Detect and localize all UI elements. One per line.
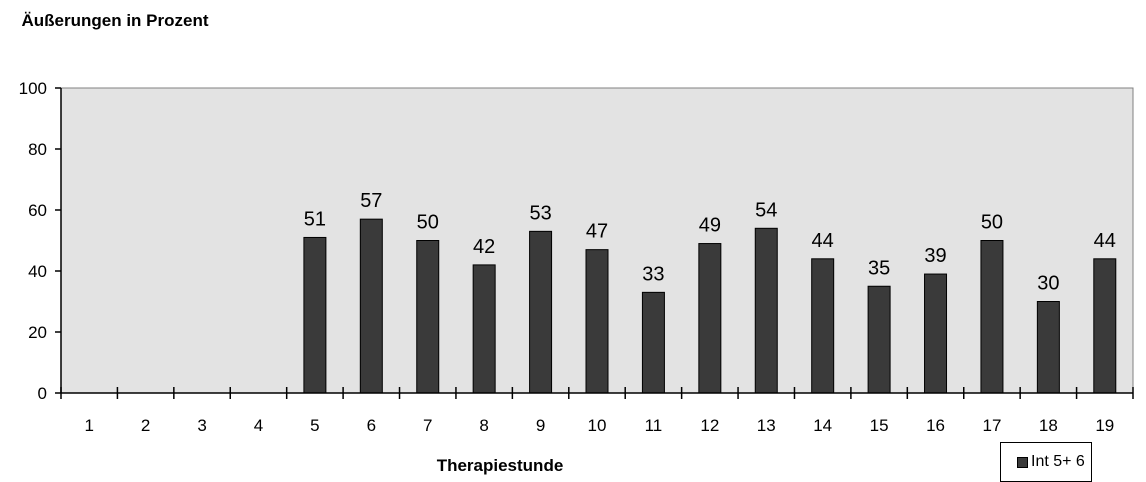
data-label-5: 51 bbox=[304, 208, 326, 230]
bar-13 bbox=[754, 227, 778, 394]
bar-6 bbox=[359, 218, 383, 394]
x-tick-label-9: 9 bbox=[536, 416, 545, 435]
x-tick-label-7: 7 bbox=[423, 416, 432, 435]
y-tick-label-20: 20 bbox=[28, 323, 47, 342]
x-tick-label-6: 6 bbox=[367, 416, 376, 435]
x-tick-label-15: 15 bbox=[870, 416, 889, 435]
bar-15 bbox=[867, 285, 891, 394]
x-tick-label-18: 18 bbox=[1039, 416, 1058, 435]
data-label-19: 44 bbox=[1094, 230, 1116, 252]
data-label-15: 35 bbox=[868, 257, 890, 279]
x-tick-label-2: 2 bbox=[141, 416, 150, 435]
x-tick-label-5: 5 bbox=[310, 416, 319, 435]
y-axis-title: Äußerungen in Prozent bbox=[21, 11, 209, 30]
data-label-10: 47 bbox=[586, 221, 608, 243]
data-label-8: 42 bbox=[473, 236, 495, 258]
y-tick-label-60: 60 bbox=[28, 201, 47, 220]
bar-11 bbox=[641, 291, 665, 394]
x-tick-label-1: 1 bbox=[84, 416, 93, 435]
data-label-6: 57 bbox=[360, 190, 382, 212]
data-label-18: 30 bbox=[1037, 273, 1059, 295]
bar-14 bbox=[811, 258, 835, 394]
bar-19 bbox=[1093, 258, 1117, 394]
data-label-9: 53 bbox=[529, 202, 551, 224]
x-tick-label-16: 16 bbox=[926, 416, 945, 435]
x-axis-title: Therapiestunde bbox=[436, 456, 564, 475]
bar-9 bbox=[529, 230, 553, 394]
bar-16 bbox=[924, 273, 948, 394]
x-tick-label-12: 12 bbox=[700, 416, 719, 435]
data-label-13: 54 bbox=[755, 199, 777, 221]
bar-17 bbox=[980, 240, 1004, 394]
x-tick-label-17: 17 bbox=[982, 416, 1001, 435]
legend-swatch bbox=[1017, 456, 1028, 468]
bar-8 bbox=[472, 264, 496, 394]
x-tick-label-13: 13 bbox=[757, 416, 776, 435]
bar-7 bbox=[416, 240, 440, 394]
legend-label: Int 5+ 6 bbox=[1031, 453, 1085, 470]
x-tick-label-14: 14 bbox=[813, 416, 832, 435]
x-tick-label-19: 19 bbox=[1095, 416, 1114, 435]
data-label-12: 49 bbox=[699, 215, 721, 237]
data-label-17: 50 bbox=[981, 212, 1003, 234]
y-tick-label-80: 80 bbox=[28, 140, 47, 159]
x-tick-label-8: 8 bbox=[479, 416, 488, 435]
bar-10 bbox=[585, 249, 609, 394]
data-label-16: 39 bbox=[924, 245, 946, 267]
y-tick-label-0: 0 bbox=[38, 384, 47, 403]
bar-12 bbox=[698, 243, 722, 394]
data-label-7: 50 bbox=[417, 212, 439, 234]
bar-5 bbox=[303, 236, 327, 394]
x-tick-label-11: 11 bbox=[645, 416, 663, 435]
y-tick-label-100: 100 bbox=[19, 79, 47, 98]
y-tick-label-40: 40 bbox=[28, 262, 47, 281]
bar-18 bbox=[1036, 301, 1060, 394]
data-label-14: 44 bbox=[812, 230, 834, 252]
data-label-11: 33 bbox=[642, 263, 664, 285]
x-tick-label-3: 3 bbox=[197, 416, 206, 435]
x-tick-label-10: 10 bbox=[588, 416, 607, 435]
x-tick-label-4: 4 bbox=[254, 416, 263, 435]
legend: Int 5+ 6 bbox=[1000, 442, 1092, 482]
